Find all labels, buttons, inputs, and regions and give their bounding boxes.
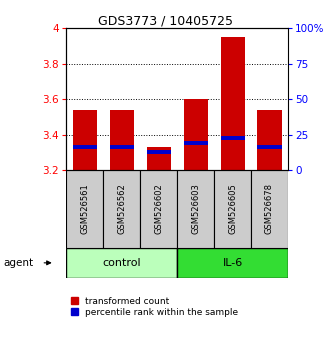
Bar	[220, 37, 245, 170]
Bar	[184, 99, 208, 170]
Bar	[184, 142, 208, 145]
Bar	[66, 170, 103, 248]
Bar	[73, 110, 97, 170]
Bar	[140, 170, 177, 248]
Text: control: control	[102, 258, 141, 268]
Text: GSM526603: GSM526603	[191, 183, 200, 234]
Bar	[147, 147, 170, 170]
Bar	[220, 136, 245, 140]
Bar	[214, 170, 251, 248]
Text: GSM526678: GSM526678	[265, 183, 274, 234]
Text: agent: agent	[3, 258, 33, 268]
Text: GSM526605: GSM526605	[228, 183, 237, 234]
Bar	[177, 248, 288, 278]
Text: IL-6: IL-6	[222, 258, 243, 268]
Bar	[147, 150, 170, 154]
Bar	[258, 145, 281, 149]
Bar	[251, 170, 288, 248]
Text: GDS3773 / 10405725: GDS3773 / 10405725	[98, 14, 233, 27]
Text: GSM526562: GSM526562	[117, 183, 126, 234]
Text: GSM526561: GSM526561	[80, 183, 89, 234]
Text: GSM526602: GSM526602	[154, 183, 163, 234]
Legend: transformed count, percentile rank within the sample: transformed count, percentile rank withi…	[71, 297, 238, 317]
Bar	[177, 170, 214, 248]
Bar	[258, 110, 281, 170]
Bar	[110, 145, 134, 149]
Bar	[73, 145, 97, 149]
Bar	[110, 110, 134, 170]
Bar	[103, 170, 140, 248]
Bar	[66, 248, 177, 278]
